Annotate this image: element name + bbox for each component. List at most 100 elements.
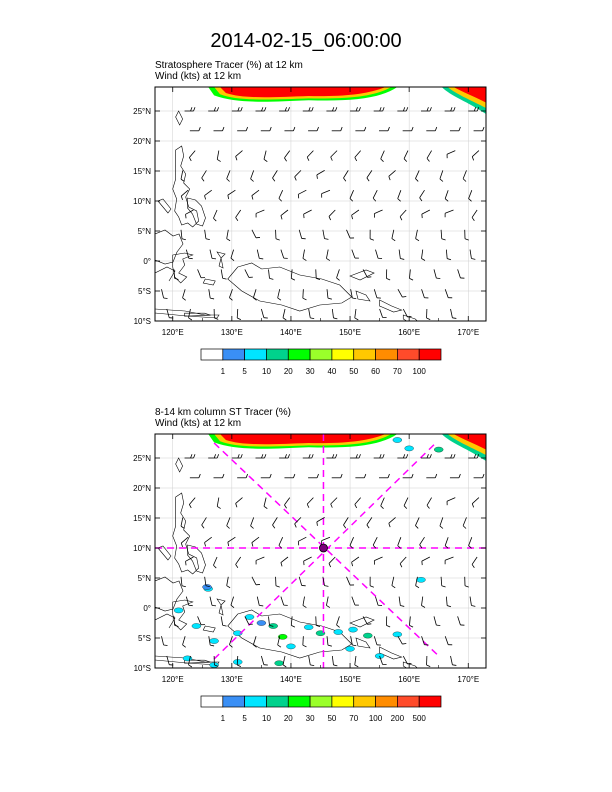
wind-barb bbox=[294, 170, 302, 181]
tracer-speckle bbox=[191, 623, 202, 629]
tracer-speckle bbox=[233, 630, 243, 636]
wind-barb bbox=[255, 454, 267, 459]
wind-barb bbox=[216, 497, 221, 509]
wind-barb bbox=[278, 190, 284, 202]
wind-barb bbox=[330, 150, 338, 161]
wind-barb bbox=[397, 454, 409, 459]
wind-barb bbox=[226, 229, 231, 242]
wind-barb bbox=[402, 308, 412, 318]
wind-barb bbox=[354, 655, 359, 668]
wind-barb bbox=[235, 150, 243, 161]
wind-barb bbox=[444, 556, 454, 565]
wind-barb bbox=[421, 596, 426, 608]
colorbar-label: 100 bbox=[369, 714, 383, 723]
wind-barb bbox=[315, 616, 321, 628]
wind-barb bbox=[468, 190, 473, 202]
wind-barb bbox=[231, 107, 243, 112]
wind-barb bbox=[226, 517, 231, 529]
wind-barb bbox=[251, 189, 260, 200]
coastline bbox=[172, 492, 200, 575]
wind-barb bbox=[280, 249, 288, 259]
tracer-speckle bbox=[363, 632, 373, 639]
wind-barb bbox=[402, 655, 412, 665]
lat-tick-label: 10°N bbox=[133, 544, 151, 553]
wind-barb bbox=[444, 107, 456, 112]
wind-barb bbox=[230, 596, 235, 608]
wind-barb bbox=[398, 596, 405, 607]
lat-tick-label: 25°N bbox=[133, 107, 151, 116]
wind-barb bbox=[346, 229, 355, 239]
wind-barb bbox=[440, 229, 446, 241]
wind-barb bbox=[473, 473, 485, 479]
wind-barb bbox=[204, 576, 210, 588]
tracer-speckle bbox=[173, 607, 184, 614]
wind-barb bbox=[419, 189, 425, 202]
wind-barb bbox=[255, 209, 265, 218]
wind-barb bbox=[369, 576, 374, 588]
wind-barb bbox=[391, 576, 396, 589]
colorbar-swatch bbox=[397, 695, 420, 708]
lon-tick-label: 130°E bbox=[221, 675, 243, 684]
lat-tick-label: 0° bbox=[143, 604, 151, 613]
colorbar-label: 5 bbox=[242, 367, 247, 376]
wind-barb bbox=[280, 596, 288, 606]
wind-barb bbox=[449, 473, 461, 479]
wind-barb bbox=[308, 473, 319, 479]
colorbar-label: 10 bbox=[262, 367, 271, 376]
coastline bbox=[355, 290, 371, 302]
wind-barb bbox=[421, 209, 431, 219]
wind-barb bbox=[464, 576, 469, 588]
colorbar-swatch bbox=[418, 695, 442, 708]
wind-barb bbox=[284, 150, 291, 162]
lat-tick-label: 15°N bbox=[133, 514, 151, 523]
wind-barb bbox=[380, 497, 385, 509]
wind-barb bbox=[362, 269, 372, 278]
wind-barb bbox=[275, 229, 280, 241]
panel1-subtitle: Stratosphere Tracer (%) at 12 km Wind (k… bbox=[155, 60, 303, 82]
wind-barb bbox=[161, 636, 168, 646]
wind-barb bbox=[180, 229, 186, 241]
lat-tick-label: 20°N bbox=[133, 137, 151, 146]
colorbar-swatch bbox=[375, 695, 398, 708]
wind-barb bbox=[445, 596, 452, 608]
wind-barb bbox=[235, 497, 243, 508]
tracer-speckle bbox=[278, 634, 288, 640]
wind-barb bbox=[180, 536, 189, 547]
wind-barb bbox=[409, 269, 414, 281]
colorbar-label: 1 bbox=[221, 714, 226, 723]
wind-barb bbox=[444, 454, 456, 459]
colorbar-label: 40 bbox=[327, 367, 336, 376]
lon-tick-label: 160°E bbox=[398, 328, 420, 337]
wind-barb bbox=[446, 150, 456, 159]
wind-barb bbox=[471, 497, 480, 508]
wind-barb bbox=[355, 126, 367, 132]
wind-barb bbox=[302, 289, 307, 301]
wind-barb bbox=[294, 517, 302, 528]
wind-barb bbox=[397, 190, 402, 202]
wind-barb bbox=[201, 170, 207, 182]
coastline bbox=[157, 198, 172, 214]
coastline bbox=[184, 312, 211, 317]
lon-tick-label: 130°E bbox=[221, 328, 243, 337]
colorbar-label: 50 bbox=[327, 714, 336, 723]
coastline bbox=[172, 145, 200, 228]
wind-barb bbox=[189, 497, 196, 509]
wind-barb bbox=[331, 473, 343, 479]
wind-barb bbox=[321, 536, 331, 545]
wind-barb bbox=[213, 209, 218, 222]
colorbar-swatch bbox=[266, 348, 289, 361]
wind-barb bbox=[272, 170, 278, 182]
lat-tick-label: 10°N bbox=[133, 197, 151, 206]
wind-barb bbox=[189, 126, 201, 132]
wind-barb bbox=[316, 170, 325, 179]
lon-tick-label: 170°E bbox=[457, 328, 479, 337]
colorbar-label: 500 bbox=[413, 714, 427, 723]
wind-barb bbox=[290, 269, 296, 281]
wind-barb bbox=[182, 289, 186, 301]
wind-barb bbox=[268, 269, 274, 280]
wind-barb bbox=[229, 636, 233, 648]
wind-barb bbox=[355, 473, 367, 479]
lat-tick-label: 5°S bbox=[138, 634, 151, 643]
wind-barb bbox=[213, 126, 225, 132]
